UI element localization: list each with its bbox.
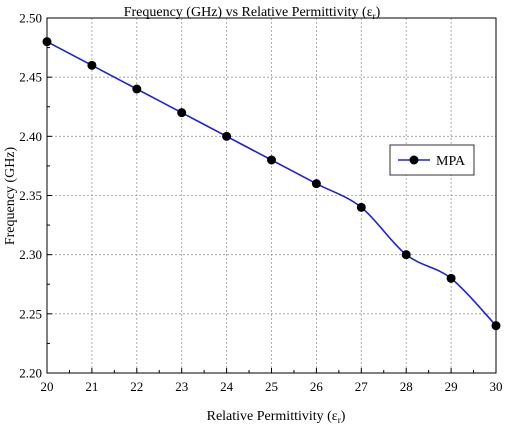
x-tick-label: 24 [220,379,234,394]
x-tick-label: 20 [41,379,54,394]
x-tick-label: 30 [490,379,503,394]
grid-lines [47,18,496,373]
x-tick-label: 29 [445,379,458,394]
legend-box [389,144,475,176]
data-point [356,202,366,212]
axis-ticks [46,17,497,374]
data-point [491,321,501,331]
x-tick-label: 26 [310,379,324,394]
chart-title-subscript: r [373,11,376,21]
y-tick-label: 2.35 [19,188,42,203]
x-tick-label: 28 [400,379,413,394]
chart-title: Frequency (GHz) vs Relative Permittivity… [124,5,381,21]
chart-title-main: Frequency (GHz) vs Relative Permittivity… [124,5,373,20]
y-axis-label: Frequency (GHz) [3,146,18,245]
data-point [42,37,52,47]
legend: MPA [389,144,475,176]
chart-title-suffix: ) [376,5,381,20]
data-point [267,155,276,165]
data-point [446,273,456,283]
y-tick-label: 2.25 [19,306,42,321]
data-point [222,131,232,141]
y-tick-label: 2.40 [19,129,42,144]
x-axis-label: Relative Permittivity (εr) [207,409,346,425]
y-tick-label: 2.45 [19,70,42,85]
tick-labels: 20 21 22 23 24 25 26 27 28 29 30 2.20 2.25 2.30 2.35 2.… [19,11,502,395]
x-tick-label: 23 [175,379,188,394]
y-tick-label: 2.50 [19,11,42,26]
x-tick-label: 21 [85,379,98,394]
data-point [311,179,321,189]
x-axis-label-main: Relative Permittivity (ε [207,409,338,424]
data-point [401,250,411,260]
legend-label: MPA [436,154,466,169]
y-tick-label: 2.30 [19,247,42,262]
x-axis-label-suffix: ) [341,409,346,424]
data-point [87,60,97,70]
x-axis-label-subscript: r [338,415,341,425]
x-tick-label: 25 [265,379,278,394]
x-tick-label: 22 [130,379,143,394]
data-point [132,84,142,94]
series-group [42,37,501,331]
data-point [177,108,187,118]
x-tick-label: 27 [355,379,369,394]
legend-series-marker [409,155,419,165]
y-tick-label: 2.20 [19,366,42,381]
